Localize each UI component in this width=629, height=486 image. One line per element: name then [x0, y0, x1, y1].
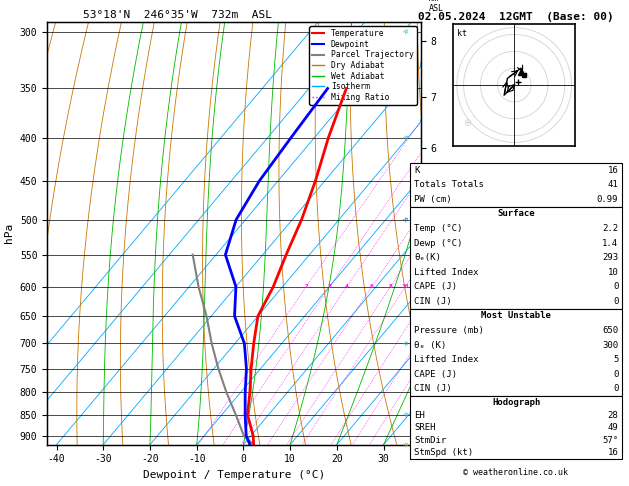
Y-axis label: Mixing Ratio (g/kg): Mixing Ratio (g/kg) — [476, 177, 486, 289]
Text: LCL: LCL — [425, 440, 440, 449]
Text: 2.2: 2.2 — [602, 224, 618, 233]
Text: Pressure (mb): Pressure (mb) — [414, 326, 484, 335]
Text: 6: 6 — [370, 284, 374, 289]
Text: 293: 293 — [602, 253, 618, 262]
Text: 10: 10 — [401, 284, 409, 289]
Text: 8: 8 — [389, 284, 392, 289]
Text: »: » — [400, 338, 411, 349]
Text: »: » — [400, 132, 411, 143]
Text: 16: 16 — [608, 449, 618, 457]
Text: 10: 10 — [608, 268, 618, 277]
Text: Hodograph: Hodograph — [492, 398, 540, 407]
Text: K: K — [414, 166, 420, 174]
Text: 1.4: 1.4 — [602, 239, 618, 247]
Text: 300: 300 — [602, 341, 618, 349]
Legend: Temperature, Dewpoint, Parcel Trajectory, Dry Adiabat, Wet Adiabat, Isotherm, Mi: Temperature, Dewpoint, Parcel Trajectory… — [309, 26, 417, 105]
Text: 49: 49 — [608, 423, 618, 432]
Y-axis label: hPa: hPa — [4, 223, 14, 243]
Text: SREH: SREH — [414, 423, 435, 432]
Text: CIN (J): CIN (J) — [414, 384, 452, 393]
Text: 28: 28 — [608, 411, 618, 419]
X-axis label: Dewpoint / Temperature (°C): Dewpoint / Temperature (°C) — [143, 470, 325, 480]
Text: Dewp (°C): Dewp (°C) — [414, 239, 462, 247]
Text: ⊕: ⊕ — [463, 118, 471, 127]
Text: Temp (°C): Temp (°C) — [414, 224, 462, 233]
Text: 4: 4 — [345, 284, 348, 289]
Text: Lifted Index: Lifted Index — [414, 355, 479, 364]
Text: »: » — [400, 409, 411, 420]
Text: 02.05.2024  12GMT  (Base: 00): 02.05.2024 12GMT (Base: 00) — [418, 12, 614, 22]
Text: 0.99: 0.99 — [597, 195, 618, 204]
Text: »: » — [400, 438, 411, 450]
Text: CIN (J): CIN (J) — [414, 297, 452, 306]
Text: »: » — [400, 214, 411, 226]
Text: CAPE (J): CAPE (J) — [414, 370, 457, 379]
Text: StmSpd (kt): StmSpd (kt) — [414, 449, 473, 457]
Text: 41: 41 — [608, 180, 618, 189]
Text: θₑ(K): θₑ(K) — [414, 253, 441, 262]
Text: 3: 3 — [328, 284, 331, 289]
Text: 5: 5 — [613, 355, 618, 364]
Text: 0: 0 — [613, 282, 618, 291]
Text: km
ASL: km ASL — [428, 0, 443, 14]
Text: Surface: Surface — [498, 209, 535, 218]
Text: 650: 650 — [602, 326, 618, 335]
Title: 53°18'N  246°35'W  732m  ASL: 53°18'N 246°35'W 732m ASL — [84, 10, 272, 20]
Text: CAPE (J): CAPE (J) — [414, 282, 457, 291]
Text: 0: 0 — [613, 384, 618, 393]
Text: PW (cm): PW (cm) — [414, 195, 452, 204]
Text: Lifted Index: Lifted Index — [414, 268, 479, 277]
Text: StmDir: StmDir — [414, 436, 446, 445]
Text: Most Unstable: Most Unstable — [481, 312, 551, 320]
Text: θₑ (K): θₑ (K) — [414, 341, 446, 349]
Text: kt: kt — [457, 29, 467, 38]
Text: Totals Totals: Totals Totals — [414, 180, 484, 189]
Text: 0: 0 — [613, 297, 618, 306]
Text: 57°: 57° — [602, 436, 618, 445]
Text: EH: EH — [414, 411, 425, 419]
Text: »: » — [400, 26, 411, 37]
Text: 0: 0 — [613, 370, 618, 379]
Text: © weatheronline.co.uk: © weatheronline.co.uk — [464, 468, 568, 477]
Text: 2: 2 — [304, 284, 308, 289]
Text: 16: 16 — [608, 166, 618, 174]
